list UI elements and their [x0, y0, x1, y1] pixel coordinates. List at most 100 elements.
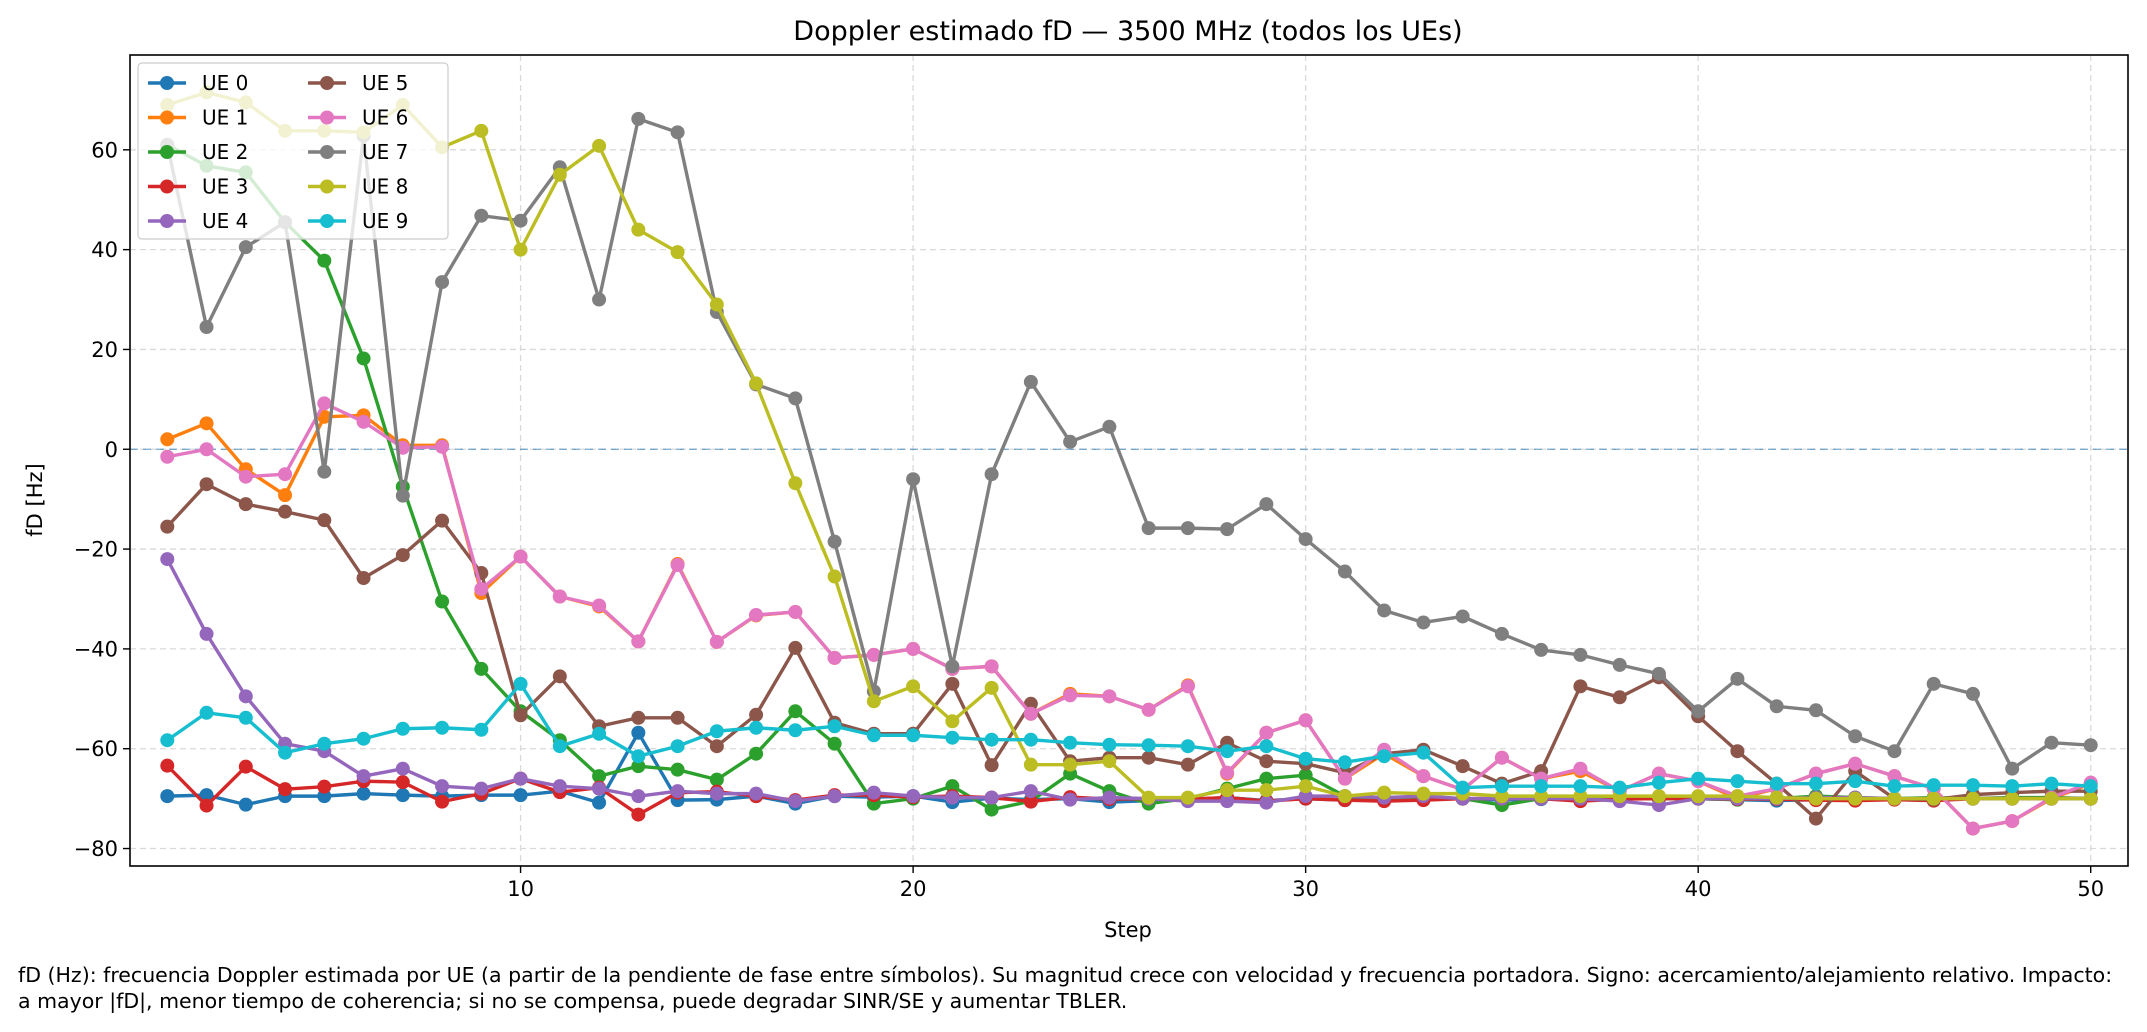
y-tick-label: −80 [74, 837, 118, 861]
data-point [1769, 790, 1784, 805]
data-point [1180, 757, 1195, 772]
data-point [1808, 791, 1823, 806]
data-point [1063, 757, 1078, 772]
legend-item: UE 1 [148, 106, 248, 130]
data-point [2005, 779, 2020, 794]
x-tick-label: 20 [900, 877, 927, 901]
data-point [435, 513, 450, 528]
data-point [199, 626, 214, 641]
data-point [1808, 776, 1823, 791]
legend-label: UE 4 [202, 209, 248, 233]
data-point [1887, 769, 1902, 784]
y-tick-label: −40 [74, 637, 118, 661]
data-point [1141, 738, 1156, 753]
data-point [631, 111, 646, 126]
legend-item: UE 6 [308, 106, 408, 130]
data-point [827, 650, 842, 665]
data-point [1808, 703, 1823, 718]
data-point [356, 731, 371, 746]
data-point [2005, 791, 2020, 806]
data-point [670, 125, 685, 140]
doppler-line-chart: Doppler estimado fD — 3500 MHz (todos lo… [23, 16, 2129, 942]
data-point [1141, 702, 1156, 717]
data-point [788, 391, 803, 406]
x-axis-label: Step [1104, 918, 1152, 942]
data-point [1102, 689, 1117, 704]
y-tick-label: 40 [91, 238, 118, 262]
data-point [356, 414, 371, 429]
data-point [827, 534, 842, 549]
data-point [199, 798, 214, 813]
data-point [1926, 676, 1941, 691]
data-point [1337, 564, 1352, 579]
y-tick-label: 60 [91, 138, 118, 162]
x-tick-label: 40 [1685, 877, 1712, 901]
data-point [1494, 779, 1509, 794]
data-point [1063, 792, 1078, 807]
data-point [513, 788, 528, 803]
data-point [1298, 532, 1313, 547]
data-point [670, 558, 685, 573]
data-point [866, 647, 881, 662]
data-point [474, 208, 489, 223]
y-axis-ticks: −80 −60 −40 −20 0 20 40 60 [74, 138, 130, 861]
data-point [631, 759, 646, 774]
series-ue-7 [160, 111, 2098, 776]
data-point [984, 659, 999, 674]
data-point [317, 396, 332, 411]
y-tick-label: 20 [91, 338, 118, 362]
legend-item: UE 3 [148, 175, 248, 199]
data-point [1651, 775, 1666, 790]
data-point [1337, 771, 1352, 786]
data-point [1023, 732, 1038, 747]
data-point [788, 604, 803, 619]
data-point [238, 240, 253, 255]
data-point [1691, 789, 1706, 804]
data-point [1180, 679, 1195, 694]
data-point [1102, 754, 1117, 769]
data-point [827, 719, 842, 734]
data-point [906, 472, 921, 487]
data-point [199, 788, 214, 803]
data-point [1730, 789, 1745, 804]
data-point [945, 779, 960, 794]
data-point [1063, 434, 1078, 449]
data-point [160, 449, 175, 464]
legend-box [137, 62, 449, 240]
data-point [749, 786, 764, 801]
x-tick-label: 10 [507, 877, 534, 901]
data-point [945, 714, 960, 729]
legend-item: UE 8 [308, 175, 408, 199]
data-point [1259, 795, 1274, 810]
data-point [592, 769, 607, 784]
y-tick-label: −20 [74, 538, 118, 562]
data-point [592, 138, 607, 153]
data-point [513, 676, 528, 691]
legend-label: UE 0 [202, 71, 248, 95]
legend-swatch-marker [160, 76, 174, 90]
data-point [2044, 791, 2059, 806]
data-point [1102, 790, 1117, 805]
data-point [788, 476, 803, 491]
legend-item: UE 0 [148, 71, 248, 95]
data-point [945, 730, 960, 745]
data-point [1965, 821, 1980, 836]
data-point [435, 439, 450, 454]
figure-caption: fD (Hz): frecuencia Doppler estimada por… [18, 963, 2113, 1013]
data-point [1298, 768, 1313, 783]
data-point [1416, 615, 1431, 630]
series-layer [160, 85, 2098, 836]
data-point [238, 469, 253, 484]
data-point [709, 297, 724, 312]
data-point [1651, 789, 1666, 804]
data-point [1573, 679, 1588, 694]
data-point [552, 669, 567, 684]
data-point [552, 167, 567, 182]
legend-label: UE 7 [362, 140, 408, 164]
data-point [395, 488, 410, 503]
data-point [1298, 751, 1313, 766]
legend-label: UE 3 [202, 175, 248, 199]
data-point [1220, 794, 1235, 809]
data-point [984, 802, 999, 817]
legend: UE 0 UE 1 UE 2 UE 3 UE 4 UE 5 UE 6 UE 7 UE 8 UE 9 [137, 62, 449, 240]
